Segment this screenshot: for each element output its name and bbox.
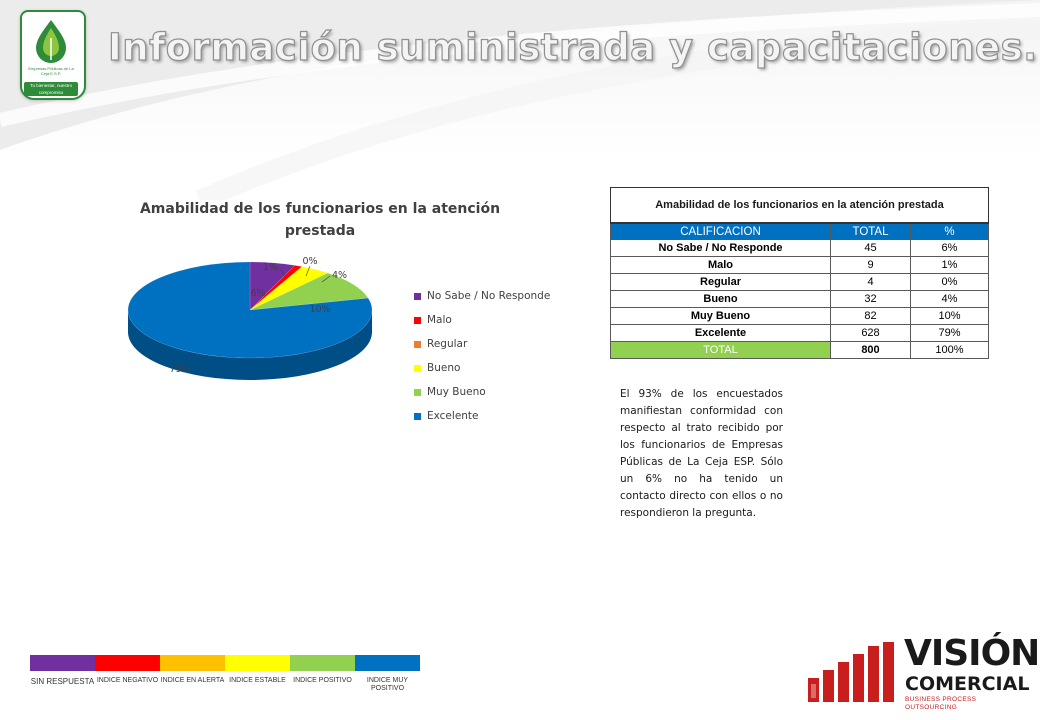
table-cell-total: 9	[830, 256, 911, 274]
legend-swatch	[414, 412, 421, 420]
bar-growth-icon	[808, 642, 894, 702]
legend-label: Bueno	[427, 362, 461, 374]
legend-label: Muy Bueno	[427, 386, 486, 398]
table-row: Bueno 32 4%	[610, 290, 989, 308]
legend-swatch	[414, 292, 421, 300]
scale-bar-sin-respuesta	[30, 655, 95, 671]
scale-label-positivo: INDICE POSITIVO	[293, 677, 352, 684]
table-row: Excelente 628 79%	[610, 324, 989, 342]
legend-label: Malo	[427, 314, 452, 326]
logo-badge: Tu bienestar, nuestro compromiso	[24, 82, 78, 96]
table-total-value: 800	[830, 341, 911, 359]
chart-title: Amabilidad de los funcionarios en la ate…	[139, 201, 501, 239]
data-table: Amabilidad de los funcionarios en la ate…	[610, 187, 989, 359]
table-cell-total: 628	[830, 324, 911, 342]
table-header-total: TOTAL	[830, 222, 911, 240]
scale-label-muy-positivo: INDICE MUY POSITIVO	[366, 677, 409, 692]
pie-slice-muy-bueno	[249, 272, 369, 311]
table-cell-category: Regular	[610, 273, 831, 291]
index-scale: SIN RESPUESTA INDICE NEGATIVO INDICE EN …	[30, 655, 420, 693]
legend-swatch	[414, 316, 421, 324]
table-total-label: TOTAL	[610, 341, 831, 359]
company-logo: Empresas Públicas de La Ceja E.S.P. Tu b…	[20, 10, 86, 100]
legend-item: Muy Bueno	[414, 380, 550, 404]
scale-bar-alerta	[160, 655, 225, 671]
table-row: No Sabe / No Responde 45 6%	[610, 239, 989, 257]
table-total-row: TOTAL 800 100%	[610, 341, 989, 359]
brand-tagline: BUSINESS PROCESS OUTSOURCING	[905, 696, 977, 711]
data-label: 79%	[169, 364, 190, 375]
data-label: 0%	[302, 256, 317, 267]
table-cell-total: 32	[830, 290, 911, 308]
pie-chart: 6% 1% 0% 4% 10% 79%	[127, 256, 373, 380]
analysis-note: El 93% de los encuestados manifiestan co…	[620, 388, 783, 519]
scale-label-estable: INDICE ESTABLE	[229, 677, 286, 684]
vision-comercial-logo: VISIÓN COMERCIAL BUSINESS PROCESS OUTSOU…	[808, 634, 1040, 711]
table-cell-percent: 6%	[910, 239, 989, 257]
table-cell-category: Malo	[610, 256, 831, 274]
legend-label: Regular	[427, 338, 468, 350]
scale-bar-negativo	[95, 655, 160, 671]
legend-swatch	[414, 388, 421, 396]
scale-label-alerta: INDICE EN ALERTA	[160, 677, 225, 684]
chart-legend: No Sabe / No Responde Malo Regular Bueno Muy…	[414, 284, 550, 428]
data-label: 4%	[332, 270, 347, 281]
data-label: 10%	[309, 304, 330, 315]
brand-line2: COMERCIAL	[905, 673, 1030, 695]
table-row: Muy Bueno 82 10%	[610, 307, 989, 325]
table-cell-total: 45	[830, 239, 911, 257]
table-cell-category: No Sabe / No Responde	[610, 239, 831, 257]
leaf-drop-icon	[36, 20, 66, 63]
table-cell-total: 4	[830, 273, 911, 291]
data-label: 1%	[263, 262, 278, 273]
legend-swatch	[414, 340, 421, 348]
table-header-calificacion: CALIFICACION	[610, 222, 831, 240]
leader-line	[279, 267, 287, 279]
table-header-percent: %	[910, 222, 989, 240]
legend-item: Malo	[414, 308, 550, 332]
legend-label: Excelente	[427, 410, 479, 422]
slide-title: Información suministrada y capacitacione…	[107, 25, 1038, 69]
scale-bar-positivo	[290, 655, 355, 671]
pie-slice-side	[128, 310, 372, 380]
leader-line	[321, 275, 331, 283]
table-cell-percent: 0%	[910, 273, 989, 291]
scale-label-negativo: INDICE NEGATIVO	[96, 677, 159, 684]
table-cell-percent: 79%	[910, 324, 989, 342]
legend-swatch	[414, 364, 421, 372]
pie-slice-excelente	[127, 261, 373, 359]
table-cell-total: 82	[830, 307, 911, 325]
table-cell-percent: 10%	[910, 307, 989, 325]
legend-item: Excelente	[414, 404, 550, 428]
pie-slice-bueno	[249, 266, 329, 311]
scale-bar-estable	[225, 655, 290, 671]
table-row: Malo 9 1%	[610, 256, 989, 274]
legend-item: No Sabe / No Responde	[414, 284, 550, 308]
scale-bar-muy-positivo	[355, 655, 420, 671]
table-cell-category: Muy Bueno	[610, 307, 831, 325]
logo-name: Empresas Públicas de La Ceja E.S.P.	[28, 66, 74, 76]
pie-slice-malo	[249, 265, 303, 311]
data-label: 6%	[250, 288, 265, 299]
table-total-percent: 100%	[910, 341, 989, 359]
legend-item: Regular	[414, 332, 550, 356]
table-cell-percent: 1%	[910, 256, 989, 274]
scale-label-sin-respuesta: SIN RESPUESTA	[30, 677, 95, 686]
table-row: Regular 4 0%	[610, 273, 989, 291]
table-title: Amabilidad de los funcionarios en la ate…	[610, 187, 989, 224]
table-cell-percent: 4%	[910, 290, 989, 308]
legend-item: Bueno	[414, 356, 550, 380]
table-cell-category: Bueno	[610, 290, 831, 308]
legend-label: No Sabe / No Responde	[427, 290, 551, 302]
table-cell-category: Excelente	[610, 324, 831, 342]
brand-line1: VISIÓN	[904, 633, 1040, 674]
leader-line	[305, 265, 311, 277]
